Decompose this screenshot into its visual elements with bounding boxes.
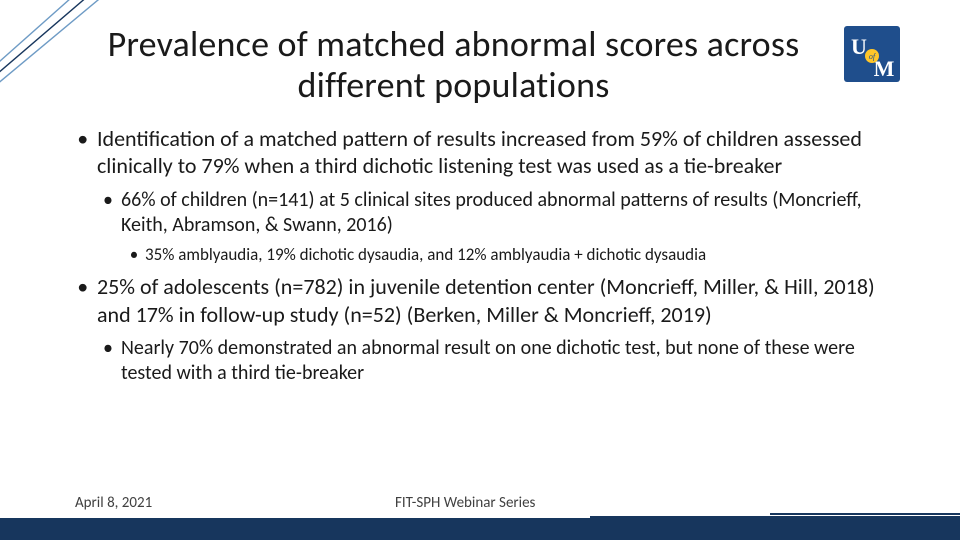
slide-footer: April 8, 2021 FIT-SPH Webinar Series bbox=[75, 494, 900, 512]
svg-text:U: U bbox=[851, 34, 867, 59]
slide-content: Identification of a matched pattern of r… bbox=[75, 125, 900, 386]
university-logo: U M of bbox=[844, 26, 900, 82]
bullet-level2: 66% of children (n=141) at 5 clinical si… bbox=[75, 188, 900, 238]
footer-date: April 8, 2021 bbox=[75, 494, 335, 512]
footer-series: FIT-SPH Webinar Series bbox=[335, 494, 900, 512]
bullet-level1: 25% of adolescents (n=782) in juvenile d… bbox=[75, 273, 900, 328]
bullet-level1: Identification of a matched pattern of r… bbox=[75, 125, 900, 180]
bullet-level2: Nearly 70% demonstrated an abnormal resu… bbox=[75, 336, 900, 386]
slide-title: Prevalence of matched abnormal scores ac… bbox=[75, 24, 832, 107]
bottom-bar-decoration bbox=[0, 518, 960, 540]
bullet-level3: 35% amblyaudia, 19% dichotic dysaudia, a… bbox=[75, 244, 900, 265]
